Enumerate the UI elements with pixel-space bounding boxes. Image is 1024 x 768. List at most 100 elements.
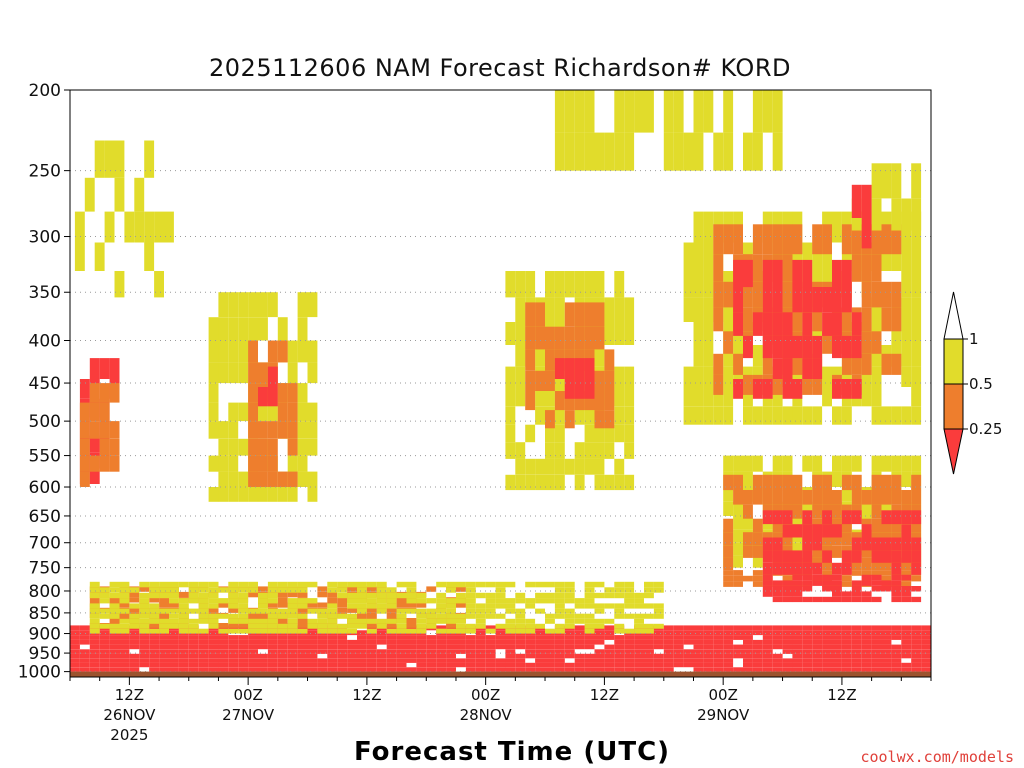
ri-cell-0.25-0.5: [743, 532, 753, 546]
ri-cell-0.25-0.5: [297, 618, 308, 623]
ytick-label-950: 950: [29, 644, 61, 664]
ri-cell-<0.25: [861, 639, 872, 645]
ri-cell-<0.25: [505, 653, 516, 659]
ri-cell-<0.25: [426, 635, 437, 640]
ri-cell-<0.25: [743, 649, 753, 654]
ri-cell-0.5-1: [436, 592, 447, 599]
ri-cell-<0.25: [485, 644, 496, 650]
ri-cell-0.5-1: [871, 406, 882, 425]
ri-cell-0.5-1: [525, 623, 536, 629]
ri-cell-0.5-1: [584, 132, 595, 171]
ri-cell-<0.25: [267, 639, 278, 645]
ri-cell-<0.25: [545, 667, 555, 672]
ri-cell-0.25-0.5: [861, 281, 872, 308]
ri-cell-0.25-0.5: [238, 623, 249, 628]
ri-cell-0.5-1: [228, 618, 239, 624]
ri-cell-<0.25: [119, 653, 130, 659]
ri-cell-<0.25: [446, 662, 456, 668]
ri-cell-0.5-1: [505, 387, 516, 407]
ri-cell-<0.25: [446, 644, 456, 650]
ri-cell-0.5-1: [446, 613, 456, 619]
ri-cell-<0.25: [792, 639, 803, 645]
ri-cell-0.25-0.5: [713, 254, 724, 282]
ri-cell-0.5-1: [267, 581, 278, 588]
ri-cell-<0.25: [752, 653, 763, 659]
ri-cell-0.5-1: [515, 474, 526, 491]
ri-cell-<0.25: [347, 662, 357, 668]
ytick-label-750: 750: [29, 559, 61, 579]
ri-cell-<0.25: [79, 635, 90, 640]
ri-cell-0.5-1: [644, 623, 654, 629]
ri-cell-<0.25: [762, 537, 773, 551]
ri-cell-0.5-1: [89, 603, 100, 609]
ri-cell-<0.25: [851, 510, 862, 525]
ri-cell-<0.25: [891, 510, 902, 525]
pressure-gridlines: [70, 89, 931, 673]
ri-cell-0.5-1: [366, 618, 377, 624]
ri-cell-<0.25: [169, 662, 179, 668]
ri-cell-0.5-1: [653, 587, 664, 593]
ri-cell-0.5-1: [554, 132, 565, 171]
ri-cell-0.5-1: [297, 455, 308, 472]
ri-cell-<0.25: [366, 658, 377, 663]
ri-cell-<0.25: [357, 653, 367, 659]
ri-cell-0.25-0.5: [891, 518, 902, 533]
ri-cell-0.5-1: [169, 608, 179, 614]
ri-cell-0.5-1: [515, 592, 526, 599]
ri-cell-<0.25: [535, 644, 545, 650]
ri-cell-<0.25: [89, 653, 100, 659]
ri-cell-<0.25: [713, 644, 724, 650]
ri-cell-<0.25: [614, 649, 625, 654]
ri-cell-0.5-1: [901, 406, 912, 425]
ri-cell-<0.25: [357, 667, 367, 672]
ri-cell-<0.25: [802, 639, 813, 645]
ri-cell-0.5-1: [584, 623, 595, 629]
ri-cell-<0.25: [99, 667, 110, 672]
ri-cell-<0.25: [851, 312, 862, 336]
ri-cell-0.5-1: [584, 442, 595, 459]
ri-cell-0.25-0.5: [149, 623, 160, 628]
ri-cell-0.25-0.5: [743, 281, 753, 308]
ri-cell-0.5-1: [594, 623, 605, 629]
ri-cell-0.5-1: [426, 613, 437, 619]
ri-cell-0.5-1: [248, 317, 258, 341]
ri-cell-0.5-1: [505, 623, 516, 629]
ri-cell-<0.25: [139, 653, 150, 659]
ri-cell-0.25-0.5: [901, 490, 912, 505]
ri-cell-0.25-0.5: [891, 490, 902, 505]
ri-cell-<0.25: [396, 653, 407, 659]
ri-cell-0.25-0.5: [218, 623, 229, 628]
ri-cell-<0.25: [70, 630, 80, 636]
ri-cell-<0.25: [267, 649, 278, 654]
ri-cell-0.25-0.5: [822, 532, 832, 546]
ri-cell-0.25-0.5: [149, 597, 160, 603]
ri-cell-0.5-1: [238, 581, 249, 588]
ri-cell-0.25-0.5: [861, 570, 872, 576]
ri-cell-<0.25: [861, 591, 872, 597]
ri-cell-0.5-1: [416, 592, 427, 599]
ri-cell-<0.25: [822, 580, 832, 586]
ri-cell-<0.25: [822, 662, 832, 668]
ri-cell-0.25-0.5: [545, 349, 555, 371]
ri-cell-0.5-1: [267, 598, 278, 604]
ri-cell-0.5-1: [198, 598, 209, 604]
ri-cell-<0.25: [287, 644, 298, 650]
ri-cell-<0.25: [881, 625, 892, 631]
ri-cell-0.5-1: [178, 608, 189, 614]
ri-cell-<0.25: [703, 639, 714, 645]
ri-cell-0.25-0.5: [277, 421, 288, 439]
ri-cell-0.5-1: [554, 628, 565, 634]
ri-cell-<0.25: [653, 667, 664, 672]
xtick-label: 12Z: [827, 686, 856, 704]
ri-cell-0.5-1: [505, 271, 516, 298]
ri-cell-<0.25: [70, 649, 80, 654]
ri-cell-<0.25: [812, 574, 823, 581]
credit-link[interactable]: coolwx.com/models: [860, 748, 1014, 766]
ri-cell-<0.25: [426, 649, 437, 654]
ri-cell-<0.25: [188, 635, 199, 640]
ri-cell-<0.25: [515, 667, 526, 672]
ri-cell-<0.25: [663, 644, 674, 650]
ytick-label-400: 400: [29, 331, 61, 351]
ri-cell-<0.25: [762, 287, 773, 313]
ri-cell-0.5-1: [297, 402, 308, 422]
